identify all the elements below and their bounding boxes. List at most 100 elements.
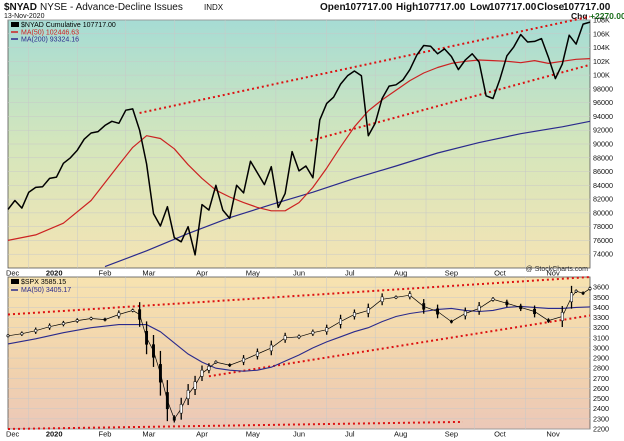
bottom-x-tick-label: Apr <box>196 430 208 439</box>
top-y-tick-label: 96000 <box>593 98 613 107</box>
spx-candle <box>89 317 93 320</box>
legend-spx: $SPX 3585.15 <box>21 279 66 286</box>
bottom-y-tick-label: 2500 <box>593 394 609 403</box>
header-date: 13-Nov-2020 <box>4 13 45 20</box>
spx-candle <box>408 293 412 298</box>
spx-candle <box>339 318 343 325</box>
spx-candle <box>48 325 52 329</box>
spx-candle <box>570 292 573 303</box>
bottom-x-tick-label: Aug <box>394 430 407 439</box>
bottom-x-tick-label: Oct <box>494 430 507 439</box>
spx-candle <box>449 320 453 323</box>
top-y-tick-label: 74000 <box>593 250 613 259</box>
spx-candle <box>352 312 356 317</box>
top-series <box>7 21 591 268</box>
close-value: 107717.00 <box>563 2 611 13</box>
bottom-y-tick-label: 2300 <box>593 414 609 423</box>
spx-candle <box>200 369 204 377</box>
bottom-x-tick-label: Mar <box>142 430 155 439</box>
spx-candle <box>491 298 495 301</box>
top-x-tick-label: Aug <box>394 269 407 278</box>
spx-candle <box>477 305 481 312</box>
nyad-ma200-line <box>104 120 591 268</box>
top-x-tick-label: Feb <box>99 269 112 278</box>
top-y-tick-label: 82000 <box>593 195 613 204</box>
spx-candle <box>228 364 232 367</box>
top-x-tick-label: Mar <box>142 269 155 278</box>
bottom-grid <box>8 277 590 430</box>
spx-candle <box>422 303 426 310</box>
bottom-x-tick-label: Feb <box>99 430 112 439</box>
header-description: NYSE - Advance-Decline Issues <box>40 2 183 13</box>
top-y-tick-label: 104K <box>593 43 610 52</box>
top-channel-lines <box>139 15 591 142</box>
legend-nyad: $NYAD Cumulative 107717.00 <box>21 22 116 29</box>
spx-candle <box>588 287 592 290</box>
top-y-tick-label: 78000 <box>593 222 613 231</box>
legend-swatch-spx <box>11 279 19 284</box>
spx-candle <box>214 361 218 364</box>
bottom-x-tick-label: Sep <box>445 430 458 439</box>
spx-candle <box>34 329 38 333</box>
top-y-tick-label: 80000 <box>593 208 613 217</box>
spx-candle <box>61 322 65 325</box>
spx-candle <box>131 309 135 312</box>
bottom-y-tick-label: 2700 <box>593 374 609 383</box>
spx-candle <box>574 290 578 293</box>
top-x-axis: Dec 2020 Feb Mar Apr May Jun Jul Aug Sep Oct Nov <box>6 269 560 278</box>
spx-candle <box>394 296 398 299</box>
low-label: Low <box>470 2 490 13</box>
bottom-y-tick-label: 2400 <box>593 404 609 413</box>
top-trend-channel-line <box>310 63 591 142</box>
bottom-x-tick-label: Dec <box>6 430 20 439</box>
bottom-y-tick-label: 3500 <box>593 293 609 302</box>
top-x-tick-label: 2020 <box>46 269 63 278</box>
spx-candle <box>463 310 467 317</box>
spx-ma50-line <box>7 305 591 372</box>
top-x-tick-label: Jun <box>293 269 305 278</box>
legend-swatch-nyad <box>11 22 19 27</box>
bottom-x-tick-label: Jun <box>293 430 305 439</box>
bottom-x-tick-label: 2020 <box>46 430 63 439</box>
top-y-tick-label: 88000 <box>593 153 613 162</box>
spx-candle <box>519 305 523 310</box>
bottom-y-tick-label: 3000 <box>593 343 609 352</box>
top-y-tick-label: 92000 <box>593 126 613 135</box>
spx-candle <box>207 365 211 371</box>
spx-candle <box>193 381 197 390</box>
high-value: 107717.00 <box>418 2 466 13</box>
bottom-x-axis: Dec 2020 Feb Mar Apr May Jun Jul Aug Sep Oct Nov <box>6 430 560 439</box>
spx-candle <box>158 364 162 383</box>
spx-candle <box>505 301 509 306</box>
top-y-tick-label: 90000 <box>593 140 613 149</box>
bottom-y-tick-label: 3400 <box>593 303 609 312</box>
bottom-y-tick-label: 3100 <box>593 333 609 342</box>
top-y-tick-label: 76000 <box>593 236 613 245</box>
spx-candle <box>172 417 176 421</box>
top-y-tick-label: 108K <box>593 16 610 25</box>
top-y-tick-label: 84000 <box>593 181 613 190</box>
nyad-line <box>7 21 591 256</box>
spx-candle <box>546 319 550 322</box>
spx-candle <box>283 335 287 341</box>
bottom-y-tick-label: 2800 <box>593 364 609 373</box>
spx-candle <box>560 312 564 321</box>
bottom-y-tick-label: 2200 <box>593 425 609 434</box>
bottom-y-tick-label: 3200 <box>593 323 609 332</box>
close-label: Close <box>537 2 565 13</box>
bottom-y-tick-label: 3600 <box>593 283 609 292</box>
bottom-legend: $SPX 3585.15 MA(50) 3405.17 <box>11 279 71 294</box>
spx-candle <box>186 390 190 399</box>
header-exchange: INDX <box>204 3 224 12</box>
spx-candle <box>325 327 329 332</box>
bottom-channel-lines <box>7 276 591 430</box>
bottom-trend-channel-line <box>7 276 591 316</box>
bottom-y-tick-label: 3300 <box>593 313 609 322</box>
spx-candle <box>297 335 301 338</box>
spx-candle <box>117 312 121 317</box>
spx-candle <box>311 331 315 335</box>
bottom-panel <box>7 276 591 430</box>
bottom-y-tick-label: 2600 <box>593 384 609 393</box>
